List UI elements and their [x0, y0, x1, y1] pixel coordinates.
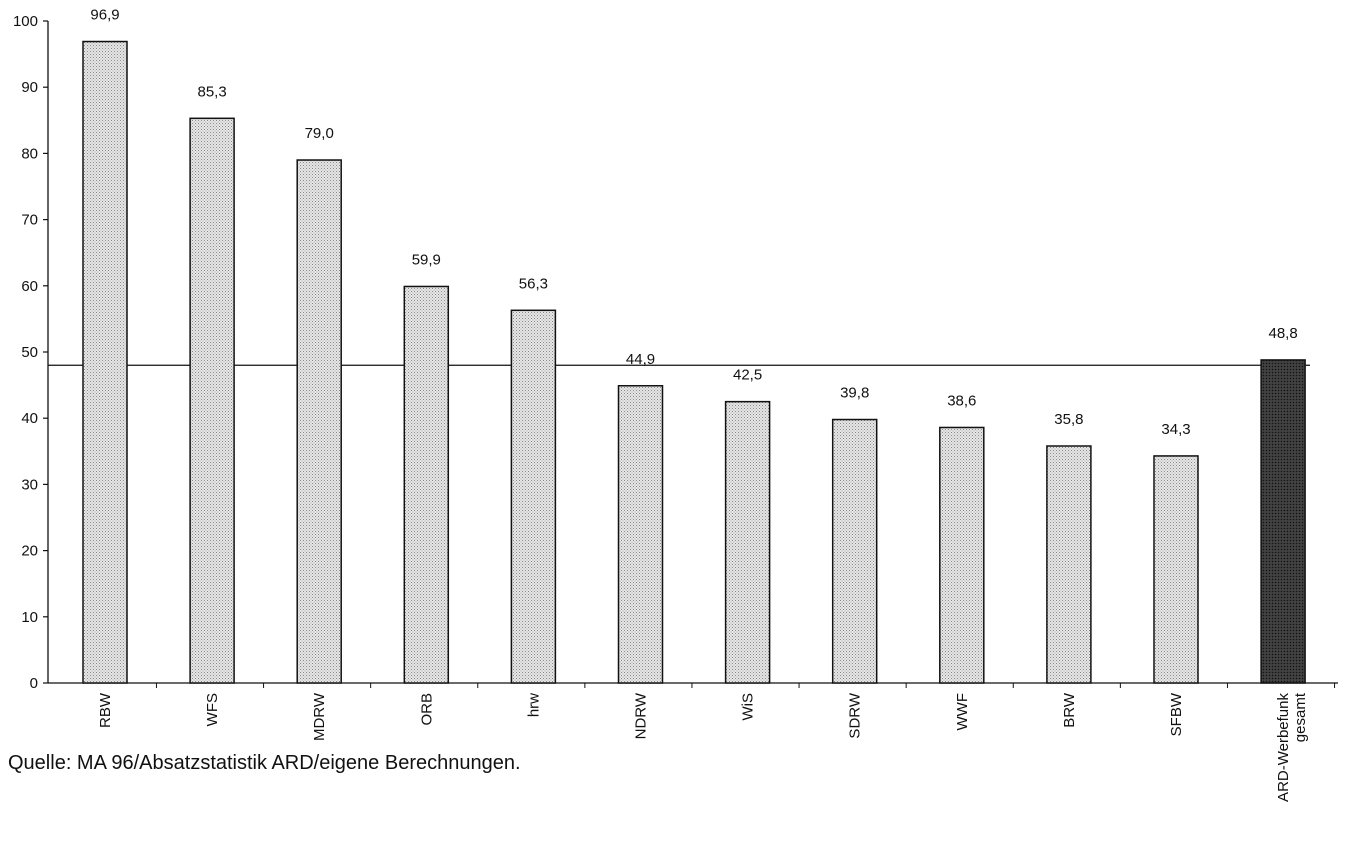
bar-sfbw: [1153, 455, 1199, 684]
data-label: 39,8: [840, 385, 869, 402]
data-label: 96,9: [90, 7, 119, 24]
data-label: 59,9: [412, 251, 441, 268]
x-tick-label-line: hrw: [525, 693, 542, 717]
bar-wfs: [189, 117, 235, 684]
x-tick-label-line: WiS: [740, 693, 757, 721]
data-label: 44,9: [626, 351, 655, 368]
data-label: 34,3: [1161, 421, 1190, 438]
bar-brw: [1046, 445, 1092, 684]
data-label: 35,8: [1054, 411, 1083, 428]
bar-wis: [724, 400, 771, 684]
y-tick-label: 70: [21, 212, 38, 229]
y-tick-label: 100: [13, 13, 38, 30]
data-label: 38,6: [947, 392, 976, 409]
x-tick-label: NDRW: [633, 692, 650, 739]
x-tick-label: BRW: [1061, 692, 1078, 728]
data-label: 85,3: [197, 83, 226, 100]
y-tick-label: 90: [21, 79, 38, 96]
data-label: 79,0: [305, 125, 334, 142]
x-tick-label-line: ARD-Werbefunk: [1275, 693, 1292, 802]
bar-sdrw: [831, 418, 878, 684]
source-note: Quelle: MA 96/Absatzstatistik ARD/eigene…: [8, 752, 521, 774]
x-tick-label: WiS: [740, 693, 757, 721]
x-tick-label: RBW: [97, 692, 114, 728]
y-tick-label: 30: [21, 476, 38, 493]
x-tick-label-line: NDRW: [633, 692, 650, 739]
value-labels: 96,9 85,3 79,0 59,9 56,3 44,9 42,5 39,8 38,6 35,8…: [90, 7, 1297, 438]
data-label: 42,5: [733, 367, 762, 384]
x-tick-label-line: SDRW: [847, 692, 864, 738]
x-tick-label-line: WWF: [954, 693, 971, 730]
y-tick-label: 50: [21, 344, 38, 361]
bar-rbw: [82, 40, 128, 684]
x-tick-label-line: gesamt: [1292, 692, 1309, 742]
x-tick-label: hrw: [525, 693, 542, 717]
axes: 0 10 20 30 40 50 60 70 80 90 100: [13, 13, 1338, 692]
y-tick-label: 80: [21, 145, 38, 162]
data-label: 56,3: [519, 275, 548, 292]
x-tick-label-line: MDRW: [311, 692, 328, 741]
x-tick-label: ARD-Werbefunk gesamt: [1275, 692, 1309, 802]
x-tick-label-line: ORB: [418, 693, 435, 726]
x-tick-label-line: WFS: [204, 693, 221, 726]
x-tick-label-line: SFBW: [1168, 692, 1185, 736]
bar-mdrw: [296, 159, 342, 684]
x-tick-labels: RBW WFS MDRW ORB hrw NDRW WiS SDRW WWF BRW SFBW ARD…: [97, 692, 1309, 802]
x-tick-label: WWF: [954, 693, 971, 730]
bar-wwf: [939, 426, 985, 684]
bar-ndrw: [617, 385, 664, 684]
data-label: 48,8: [1268, 325, 1297, 342]
bar-ard-werbefunk-gesamt: [1260, 359, 1306, 684]
x-tick-label: WFS: [204, 693, 221, 726]
x-tick-label-line: BRW: [1061, 692, 1078, 728]
x-tick-label: ORB: [418, 693, 435, 726]
y-tick-label: 40: [21, 410, 38, 427]
x-tick-label: MDRW: [311, 692, 328, 741]
y-tick-label: 0: [30, 675, 38, 692]
x-tick-label: SFBW: [1168, 692, 1185, 736]
x-tick-label: SDRW: [847, 692, 864, 738]
x-tick-label-line: RBW: [97, 692, 114, 728]
y-tick-label: 10: [21, 609, 38, 626]
bar-orb: [403, 285, 450, 684]
y-tick-label: 20: [21, 543, 38, 560]
bars: [82, 40, 1306, 684]
bar-hrw: [510, 309, 557, 684]
y-tick-label: 60: [21, 278, 38, 295]
